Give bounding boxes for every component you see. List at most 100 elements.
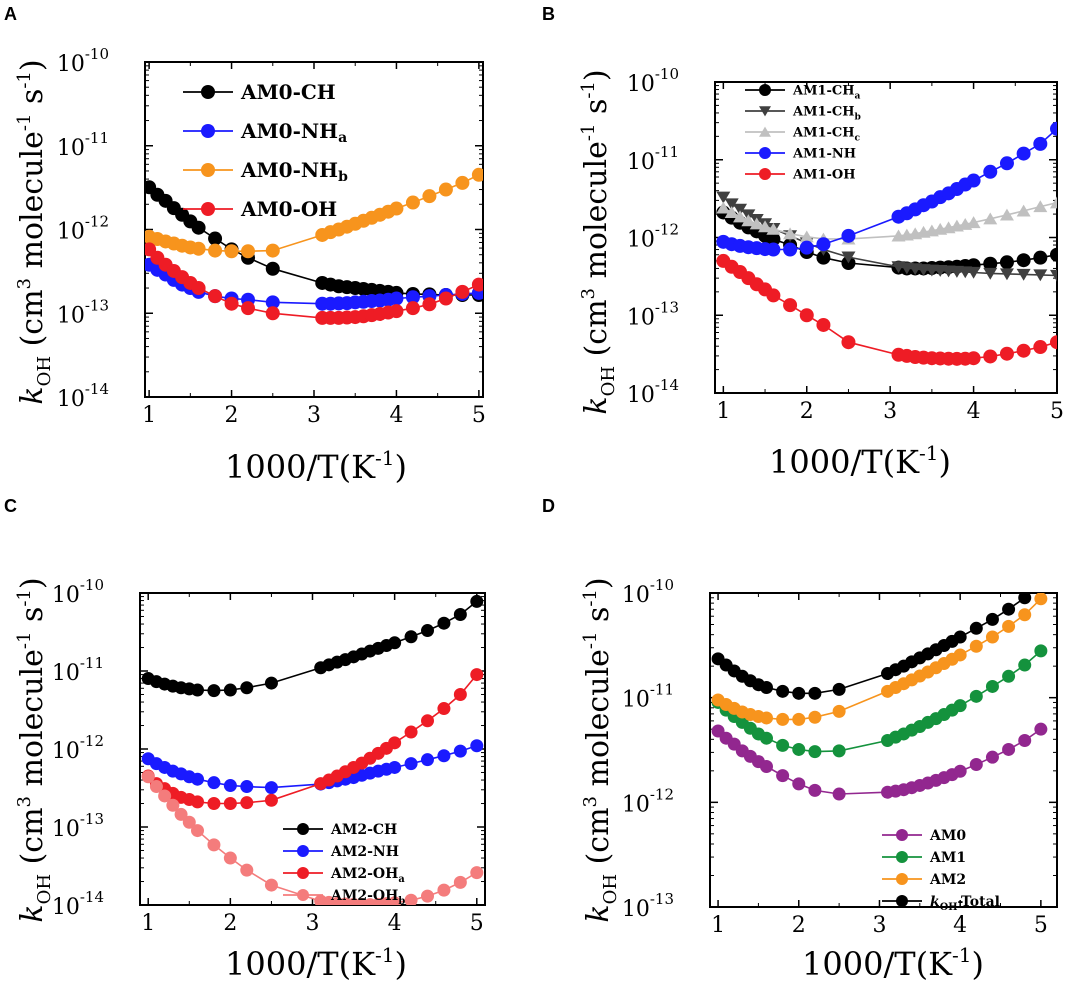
data-point <box>783 227 798 240</box>
data-point <box>223 683 237 697</box>
data-point <box>808 783 822 797</box>
legend-name: AM2-NH <box>330 844 399 860</box>
data-point <box>1034 722 1048 736</box>
legend-name: AM1-CH <box>792 126 855 141</box>
y-tick-label: 10-14 <box>52 888 104 920</box>
data-point <box>264 676 278 690</box>
data-point <box>953 764 967 778</box>
y-tick-label: 10-12 <box>52 732 104 764</box>
data-point <box>182 815 196 829</box>
x-label-end: ) <box>394 945 406 983</box>
data-point <box>733 203 748 216</box>
data-point <box>999 208 1014 221</box>
legend-rest: -Total <box>958 894 1001 910</box>
legend-marker <box>759 147 771 159</box>
data-point <box>1033 340 1048 355</box>
legend-subscript: c <box>855 133 861 144</box>
x-tick-label: 1 <box>716 399 730 424</box>
y-label-unit: s <box>15 607 50 632</box>
y-tick-base: 10 <box>622 792 650 817</box>
data-point <box>724 206 739 219</box>
data-point <box>766 288 781 303</box>
legend-label: AM1 <box>929 850 966 866</box>
data-point <box>1050 269 1057 282</box>
data-point <box>422 189 437 204</box>
x-tick-label: 4 <box>953 913 967 938</box>
data-point <box>470 866 484 880</box>
data-point <box>404 893 418 905</box>
data-point <box>792 712 806 726</box>
y-tick-base: 10 <box>52 739 80 764</box>
y-label-sub: OH <box>34 356 55 386</box>
y-label-k: k <box>579 396 614 414</box>
data-point <box>388 760 402 774</box>
data-point <box>783 242 798 257</box>
legend-marker <box>297 867 309 879</box>
data-point <box>1050 121 1057 136</box>
y-label-sub: OH <box>598 366 619 396</box>
y-tick-exp: -14 <box>85 380 109 398</box>
legend-marker <box>759 106 771 117</box>
y-label-unit: s <box>15 89 50 114</box>
x-label-main: 1000/T(K <box>225 945 376 983</box>
x-tick-label: 2 <box>792 913 806 938</box>
data-point <box>437 616 451 630</box>
y-tick-exp: -11 <box>85 129 109 147</box>
y-tick-exp: -13 <box>650 890 674 908</box>
y-label-unit: (cm <box>15 807 50 874</box>
data-point <box>208 231 223 246</box>
data-point <box>224 244 239 259</box>
data-point <box>240 780 254 794</box>
legend-name: AM0-NH <box>240 158 338 182</box>
data-point <box>716 201 731 214</box>
panel-b: B1 2 3 4 510-1410-1310-1210-1110-101000/T(K-… <box>542 4 1064 481</box>
y-tick-label: 10-12 <box>627 221 679 253</box>
legend-name: AM1-CH <box>792 105 855 120</box>
y-tick-base: 10 <box>57 387 85 412</box>
y-label-sup: 3 <box>14 278 35 289</box>
data-point <box>438 182 453 197</box>
panel-d: D1 2 3 4 510-1310-1210-1110-101000/T(K-1)kOH… <box>542 496 1058 983</box>
y-label-unit: molecule <box>581 649 616 796</box>
y-tick-base: 10 <box>627 305 655 330</box>
x-axis-label: 1000/T(K-1) <box>802 943 984 983</box>
legend-label: AM0-NHb <box>240 158 348 185</box>
y-label-unit: ) <box>15 59 50 71</box>
series-group <box>141 594 484 905</box>
y-tick-exp: -12 <box>85 213 109 231</box>
data-point <box>841 228 856 243</box>
legend-name: AM2 <box>929 872 966 888</box>
legend-marker <box>297 889 309 901</box>
legend-marker <box>297 845 309 857</box>
y-tick-base: 10 <box>52 583 80 608</box>
y-tick-base: 10 <box>627 72 655 97</box>
legend-name: AM2-CH <box>330 822 397 838</box>
legend-label: AM2 <box>929 872 966 888</box>
legend-label: AM2-OHa <box>330 866 405 885</box>
data-point <box>240 796 254 810</box>
data-point <box>141 770 155 784</box>
x-label-end: ) <box>394 448 406 486</box>
data-point <box>223 797 237 811</box>
y-label-unit: molecule <box>579 141 614 288</box>
y-tick-label: 10-12 <box>622 785 674 817</box>
data-point <box>1034 593 1048 606</box>
data-point <box>265 261 280 276</box>
y-tick-base: 10 <box>52 895 80 920</box>
data-point <box>208 243 223 258</box>
data-point <box>404 757 418 771</box>
legend-label: AM2-CH <box>330 822 397 838</box>
y-label-unit: molecule <box>15 131 50 278</box>
data-point <box>240 681 254 695</box>
data-point <box>832 744 846 758</box>
y-tick-base: 10 <box>622 688 650 713</box>
legend-marker <box>201 163 215 177</box>
y-tick-label: 10-13 <box>622 890 674 922</box>
y-tick-label: 10-12 <box>57 213 109 245</box>
data-point <box>421 624 434 638</box>
y-label-sup: -1 <box>14 71 35 89</box>
y-tick-base: 10 <box>52 661 80 686</box>
